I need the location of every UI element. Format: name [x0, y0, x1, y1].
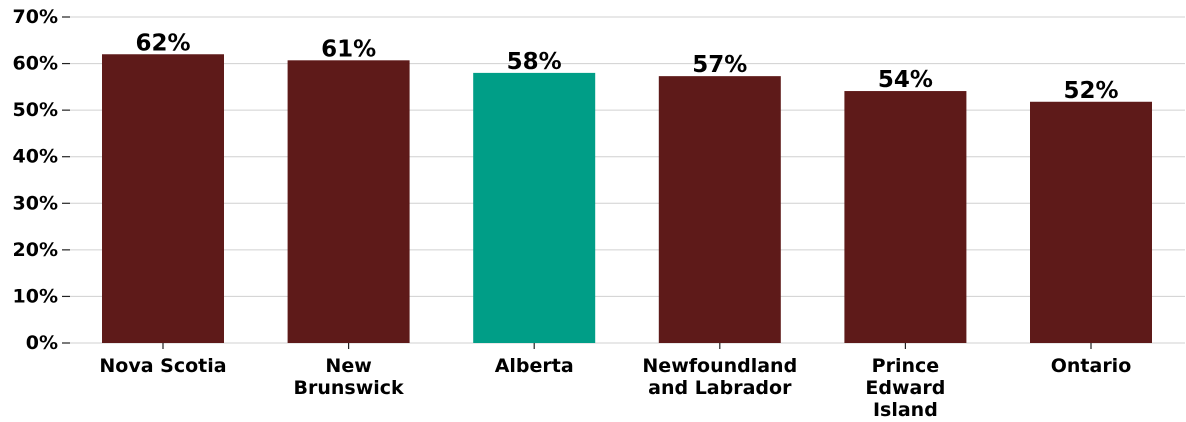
x-tick-label-line: Nova Scotia	[99, 355, 226, 377]
bar	[658, 76, 781, 343]
x-tick-label-line: New	[325, 355, 371, 377]
x-tick-label: Newfoundland and Labrador	[642, 355, 797, 399]
x-tick-label-line: Island	[873, 399, 938, 421]
x-tick-label: Ontario	[1051, 355, 1132, 377]
data-labels: 62% 61% 58% 57% 54% 52%	[135, 30, 1118, 104]
y-tick-label: 0%	[26, 332, 58, 354]
x-tick-label: Nova Scotia	[99, 355, 226, 377]
x-tick-label-line: Prince	[872, 355, 939, 377]
x-tick-label: Prince Edward Island	[865, 355, 945, 421]
data-label: 52%	[1063, 78, 1118, 104]
data-label: 61%	[321, 36, 376, 62]
x-axis: Nova Scotia New Brunswick Alberta Newfoundla…	[99, 343, 1131, 421]
bar	[1030, 101, 1152, 343]
y-tick-label: 40%	[13, 146, 58, 168]
x-tick-label-line: Alberta	[495, 355, 574, 377]
x-tick-label-line: Ontario	[1051, 355, 1132, 377]
x-tick-label-line: Newfoundland	[642, 355, 797, 377]
y-tick-label: 30%	[13, 192, 58, 214]
y-tick-label: 50%	[13, 99, 58, 121]
bar	[102, 54, 224, 343]
data-label: 58%	[507, 49, 562, 75]
x-tick-label: Alberta	[495, 355, 574, 377]
data-label: 54%	[878, 67, 933, 93]
y-tick-label: 60%	[13, 53, 58, 75]
x-tick-label-line: and Labrador	[648, 377, 792, 399]
x-tick-label-line: Brunswick	[294, 377, 405, 399]
x-tick-label: New Brunswick	[294, 355, 405, 399]
y-tick-label: 10%	[13, 285, 58, 307]
y-axis: 0% 10% 20% 30% 40% 50% 60% 70%	[13, 6, 70, 354]
bars	[102, 54, 1152, 343]
bar	[473, 72, 596, 343]
x-tick-label-line: Edward	[865, 377, 945, 399]
bar	[844, 91, 967, 343]
y-tick-label: 20%	[13, 239, 58, 261]
y-tick-label: 70%	[13, 6, 58, 28]
bar	[287, 60, 410, 343]
data-label: 62%	[135, 30, 190, 56]
data-label: 57%	[692, 52, 747, 78]
gridlines	[70, 16, 1185, 344]
